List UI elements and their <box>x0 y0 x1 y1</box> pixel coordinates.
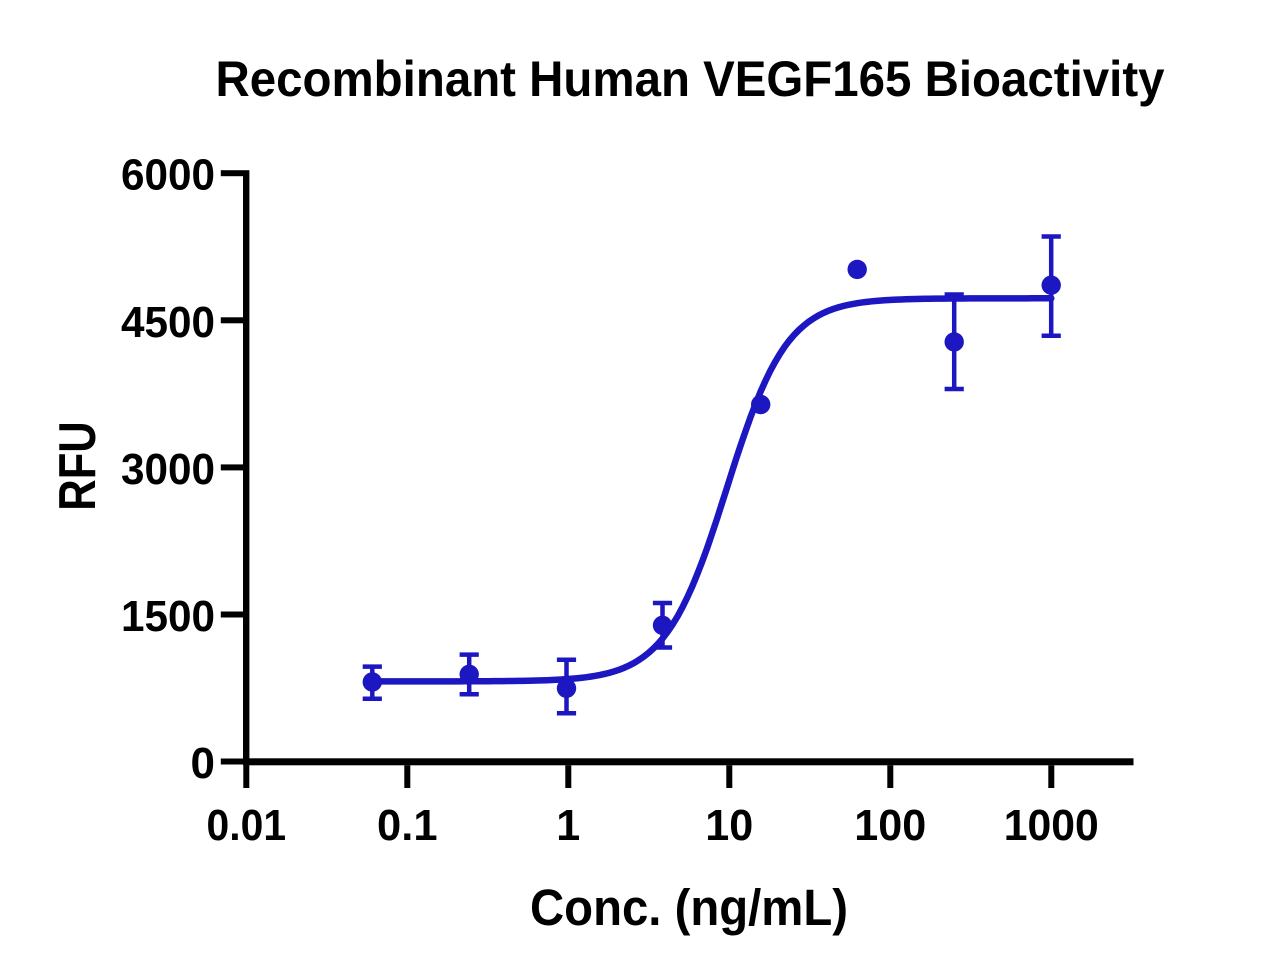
svg-text:1500: 1500 <box>121 592 215 641</box>
svg-text:0.1: 0.1 <box>377 801 438 850</box>
svg-text:0: 0 <box>191 739 216 788</box>
svg-text:Conc. (ng/mL): Conc. (ng/mL) <box>530 879 848 936</box>
svg-text:10: 10 <box>705 801 753 850</box>
svg-text:100: 100 <box>854 801 926 850</box>
svg-text:0.01: 0.01 <box>207 801 287 850</box>
svg-text:Recombinant Human VEGF165 Bioa: Recombinant Human VEGF165 Bioactivity <box>216 51 1165 107</box>
svg-text:1000: 1000 <box>1004 801 1099 850</box>
svg-text:1: 1 <box>556 801 580 850</box>
svg-text:4500: 4500 <box>121 298 215 347</box>
svg-text:6000: 6000 <box>121 151 215 200</box>
svg-text:3000: 3000 <box>121 445 215 494</box>
svg-text:RFU: RFU <box>49 421 107 511</box>
